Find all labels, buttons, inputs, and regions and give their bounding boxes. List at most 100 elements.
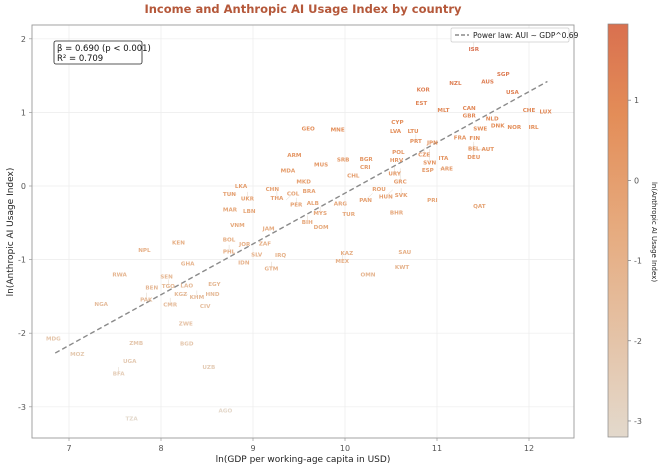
country-label-ita: ITA <box>439 156 449 162</box>
country-label-svk: SVK <box>395 193 408 199</box>
country-label-bgr: BGR <box>360 157 374 163</box>
country-label-zaf: ZAF <box>259 241 271 247</box>
country-label-tza: TZA <box>125 417 138 423</box>
y-tick-label: 0 <box>21 182 26 191</box>
y-tick-label: -2 <box>18 329 26 338</box>
country-label-tur: TUR <box>342 212 355 218</box>
country-label-mys: MYS <box>313 211 327 217</box>
colorbar <box>607 23 629 438</box>
country-label-cmr: CMR <box>163 302 178 308</box>
country-label-irl: IRL <box>529 125 539 131</box>
country-label-gtm: GTM <box>264 266 278 272</box>
country-label-nzl: NZL <box>449 81 462 87</box>
country-label-hnd: HND <box>206 292 220 298</box>
country-label-che: CHE <box>523 108 536 114</box>
x-tick-label: 9 <box>250 444 255 453</box>
country-label-est: EST <box>416 101 428 107</box>
country-label-mne: MNE <box>331 127 345 133</box>
country-label-ukr: UKR <box>241 196 255 202</box>
legend-label: Power law: AUI ~ GDP^0.69 <box>473 31 579 40</box>
country-label-kgz: KGZ <box>174 292 187 298</box>
country-label-bfa: BFA <box>113 372 125 378</box>
country-label-dom: DOM <box>314 225 329 231</box>
country-label-tha: THA <box>271 196 284 202</box>
country-label-uzb: UZB <box>202 365 215 371</box>
country-label-ago: AGO <box>219 408 233 414</box>
country-label-rwa: RWA <box>112 272 127 278</box>
country-label-srb: SRB <box>337 158 350 164</box>
country-label-hrv: HRV <box>390 158 404 164</box>
country-label-sen: SEN <box>160 275 173 281</box>
stats-beta: β = 0.690 (p < 0.001) <box>57 44 151 54</box>
country-label-aus: AUS <box>481 79 494 85</box>
country-label-mus: MUS <box>314 163 328 169</box>
grid-lines <box>32 25 574 438</box>
power-law-fit-line <box>54 80 548 354</box>
country-label-grc: GRC <box>394 180 407 186</box>
y-tick-label: 1 <box>21 108 26 117</box>
x-tick-label: 11 <box>432 444 442 453</box>
plot-frame <box>31 24 575 439</box>
country-label-col: COL <box>287 191 300 197</box>
country-label-mlt: MLT <box>437 108 449 114</box>
country-label-nld: NLD <box>486 116 499 122</box>
stats-box-frame <box>53 40 143 65</box>
country-label-npl: NPL <box>138 248 151 254</box>
country-label-bra: BRA <box>303 189 317 195</box>
country-label-ben: BEN <box>145 286 158 292</box>
country-label-lux: LUX <box>539 110 552 116</box>
legend-frame <box>450 27 570 43</box>
country-label-bgd: BGD <box>180 342 194 348</box>
country-label-rou: ROU <box>372 187 386 193</box>
leader-line-hun <box>385 189 393 197</box>
country-label-mex: MEX <box>335 259 349 265</box>
country-label-ken: KEN <box>172 241 185 247</box>
x-axis-ticks: 7 8 9 10 11 12 <box>66 438 534 453</box>
country-label-dnk: DNK <box>491 124 505 130</box>
country-label-pak: PAK <box>140 297 153 303</box>
country-label-hun: HUN <box>379 194 393 200</box>
country-label-alb: ALB <box>307 201 319 207</box>
country-label-jpn: JPN <box>426 141 438 147</box>
x-tick-label: 10 <box>340 444 350 453</box>
country-label-chl: CHL <box>347 174 360 180</box>
country-label-per: PER <box>290 202 303 208</box>
country-label-bhr: BHR <box>390 210 404 216</box>
country-label-tun: TUN <box>223 192 236 198</box>
country-label-chn: CHN <box>266 187 280 193</box>
colorbar-tick-label: -2 <box>634 337 642 346</box>
colorbar-tick-label: -3 <box>634 417 642 426</box>
country-label-deu: DEU <box>467 155 480 161</box>
country-label-kwt: KWT <box>395 265 410 271</box>
y-axis-ticks: -3 -2 -1 0 1 2 <box>18 35 32 412</box>
country-label-lbn: LBN <box>243 209 256 215</box>
country-label-cze: CZE <box>418 152 430 158</box>
country-label-qat: QAT <box>473 204 486 210</box>
x-tick-label: 12 <box>524 444 534 453</box>
country-label-jam: JAM <box>262 227 275 233</box>
colorbar-tick-label: 1 <box>634 96 639 105</box>
country-label-gha: GHA <box>181 261 195 267</box>
country-label-uga: UGA <box>123 359 137 365</box>
stats-r2: R² = 0.709 <box>57 54 103 64</box>
country-label-usa: USA <box>506 90 520 96</box>
country-label-phl: PHL <box>223 249 236 255</box>
legend: Power law: AUI ~ GDP^0.69 <box>450 27 579 43</box>
country-label-ury: URY <box>388 171 402 177</box>
country-label-kaz: KAZ <box>340 251 353 257</box>
country-label-mda: MDA <box>281 169 296 175</box>
country-label-pri: PRI <box>427 198 438 204</box>
country-label-aut: AUT <box>482 147 495 153</box>
country-label-fin: FIN <box>469 136 480 142</box>
country-label-cyp: CYP <box>391 120 403 126</box>
country-label-pol: POL <box>392 150 405 156</box>
country-label-svn: SVN <box>423 160 436 166</box>
y-tick-label: -3 <box>18 403 26 412</box>
country-label-fra: FRA <box>454 135 467 141</box>
country-label-slv: SLV <box>251 252 263 258</box>
colorbar-tick-label: -1 <box>634 257 642 266</box>
country-label-lao: LAO <box>180 283 193 289</box>
leader-line-pan <box>365 193 373 201</box>
country-label-kor: KOR <box>417 88 431 94</box>
